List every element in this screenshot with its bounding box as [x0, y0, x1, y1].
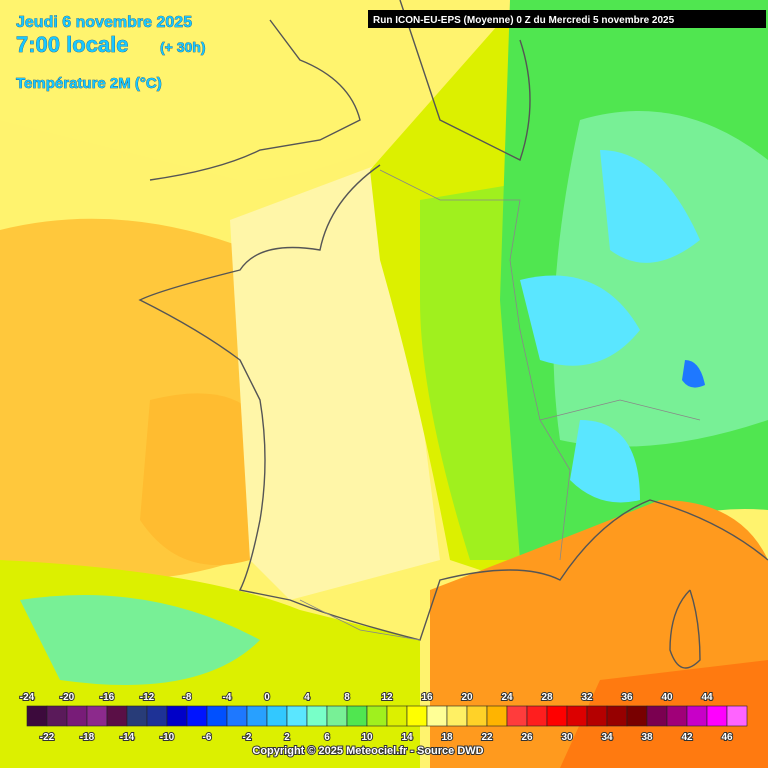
legend-swatch [206, 705, 228, 727]
legend-label: 36 [621, 692, 633, 703]
legend-swatch [686, 705, 708, 727]
legend-swatch [26, 705, 48, 727]
legend-label: 18 [441, 732, 453, 743]
copyright: Copyright © 2025 Meteociel.fr - Source D… [252, 745, 483, 757]
lead-time: (+ 30h) [160, 39, 206, 55]
legend-swatch [466, 705, 488, 727]
legend-swatch [306, 705, 328, 727]
legend-swatch [586, 705, 608, 727]
legend-swatch [186, 705, 208, 727]
legend-swatch [286, 705, 308, 727]
legend-swatch [146, 705, 168, 727]
legend-swatch [126, 705, 148, 727]
legend-swatch [426, 705, 448, 727]
legend-swatch [386, 705, 408, 727]
legend-swatch [326, 705, 348, 727]
legend-label: 14 [401, 732, 413, 743]
legend-label: 0 [264, 692, 270, 703]
run-box [368, 10, 766, 28]
legend-label: 34 [601, 732, 613, 743]
legend-label: -10 [160, 732, 175, 743]
date: Jeudi 6 novembre 2025 [16, 14, 192, 31]
legend-label: -18 [80, 732, 95, 743]
legend-label: 10 [361, 732, 373, 743]
legend-label: 26 [521, 732, 533, 743]
legend-label: 8 [344, 692, 350, 703]
run-info: Run ICON-EU-EPS (Moyenne) 0 Z du Mercred… [373, 15, 675, 26]
legend-label: -20 [60, 692, 75, 703]
coastlines [138, 0, 768, 669]
legend-label: 6 [324, 732, 330, 743]
legend-swatch [526, 705, 548, 727]
legend-swatch [486, 705, 508, 727]
legend-label: 42 [681, 732, 693, 743]
legend-label: 32 [581, 692, 593, 703]
legend-swatch [166, 705, 188, 727]
legend-swatch [606, 705, 628, 727]
legend-label: -6 [203, 732, 212, 743]
legend-swatch [566, 705, 588, 727]
legend-swatch [546, 705, 568, 727]
legend-label: 22 [481, 732, 493, 743]
legend-label: 12 [381, 692, 393, 703]
legend-label: -16 [100, 692, 115, 703]
legend-swatch [86, 705, 108, 727]
legend-swatch [46, 705, 68, 727]
legend-label: -14 [120, 732, 135, 743]
legend-label: 30 [561, 732, 573, 743]
legend-label: 2 [284, 732, 290, 743]
legend-swatch [646, 705, 668, 727]
legend-label: 20 [461, 692, 473, 703]
legend-swatch [626, 705, 648, 727]
legend-label: 46 [721, 732, 733, 743]
legend-swatch [726, 705, 748, 727]
legend-swatch [506, 705, 528, 727]
legend-swatch [666, 705, 688, 727]
legend-swatch [446, 705, 468, 727]
parameter: Température 2M (°C) [16, 75, 162, 92]
legend-label: -8 [183, 692, 192, 703]
time: 7:00 locale [16, 32, 129, 57]
legend-swatch [226, 705, 248, 727]
legend-label: 28 [541, 692, 553, 703]
legend-swatch [266, 705, 288, 727]
legend-label: -4 [223, 692, 232, 703]
legend-swatch [66, 705, 88, 727]
legend-label: -2 [243, 732, 252, 743]
legend-label: 38 [641, 732, 653, 743]
legend-label: 44 [701, 692, 713, 703]
legend-label: -24 [20, 692, 35, 703]
legend-label: 16 [421, 692, 433, 703]
legend-swatch [346, 705, 368, 727]
legend-swatch [246, 705, 268, 727]
legend: -24-22-20-18-16-14-12-10-8-6-4-202468101… [19, 691, 748, 744]
legend-swatch [366, 705, 388, 727]
legend-swatch [406, 705, 428, 727]
legend-swatch [706, 705, 728, 727]
borders [299, 169, 701, 641]
legend-label: -12 [140, 692, 155, 703]
legend-swatch [106, 705, 128, 727]
legend-label: 4 [304, 692, 310, 703]
legend-label: 40 [661, 692, 673, 703]
legend-label: -22 [40, 732, 55, 743]
legend-label: 24 [501, 692, 513, 703]
